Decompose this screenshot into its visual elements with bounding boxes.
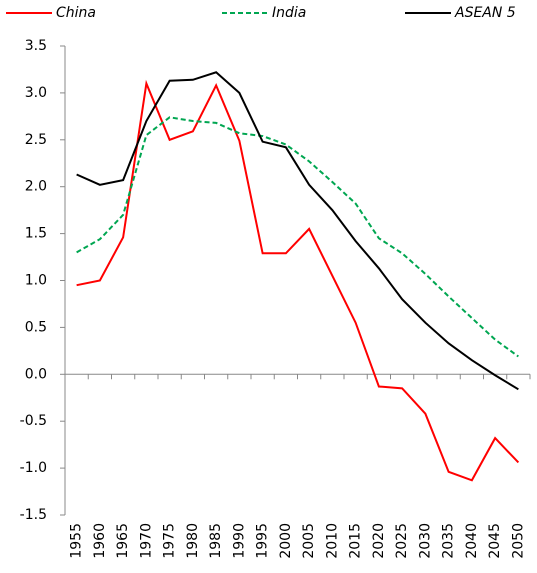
y-tick-label: -1.5: [20, 507, 47, 523]
series-line: [76, 71, 519, 391]
x-tick-label: 1955: [69, 523, 85, 559]
x-tick-label: 2040: [464, 523, 480, 559]
x-tick-label: 1985: [208, 523, 224, 559]
y-tick-label: 1.5: [25, 226, 47, 242]
series-line: [76, 116, 519, 358]
x-tick-label: 2030: [417, 523, 433, 559]
x-tick-label: 2020: [371, 523, 387, 559]
x-tick-label: 2010: [324, 523, 340, 559]
x-tick-label: 1990: [231, 523, 247, 559]
x-tick-label: 1960: [92, 523, 108, 559]
y-tick-label: 2.0: [25, 179, 47, 195]
x-tick-label: 1980: [185, 523, 201, 559]
x-tick-label: 2015: [348, 523, 364, 559]
y-tick-label: 0.0: [25, 366, 47, 382]
y-tick-label: -0.5: [20, 413, 47, 429]
x-tick-label: 2045: [487, 523, 503, 559]
x-tick-label: 2050: [510, 523, 526, 559]
y-tick-label: 3.0: [25, 85, 47, 101]
x-tick-label: 2005: [301, 523, 317, 559]
x-tick-label: 1970: [138, 523, 154, 559]
legend-label: ASEAN 5: [454, 5, 516, 21]
legend-label: India: [272, 5, 306, 21]
x-tick-label: 1995: [255, 523, 271, 559]
y-tick-label: 2.5: [25, 132, 47, 148]
y-tick-label: 3.5: [25, 38, 47, 54]
x-tick-label: 2000: [278, 523, 294, 559]
series-line: [76, 79, 520, 482]
y-tick-label: 0.5: [25, 319, 47, 335]
x-tick-label: 1975: [162, 523, 178, 559]
x-tick-label: 2035: [441, 523, 457, 559]
y-tick-label: -1.0: [20, 460, 47, 476]
x-tick-label: 2025: [394, 523, 410, 559]
y-tick-label: 1.0: [25, 273, 47, 289]
x-tick-label: 1965: [115, 523, 131, 559]
legend-label: China: [56, 5, 96, 21]
